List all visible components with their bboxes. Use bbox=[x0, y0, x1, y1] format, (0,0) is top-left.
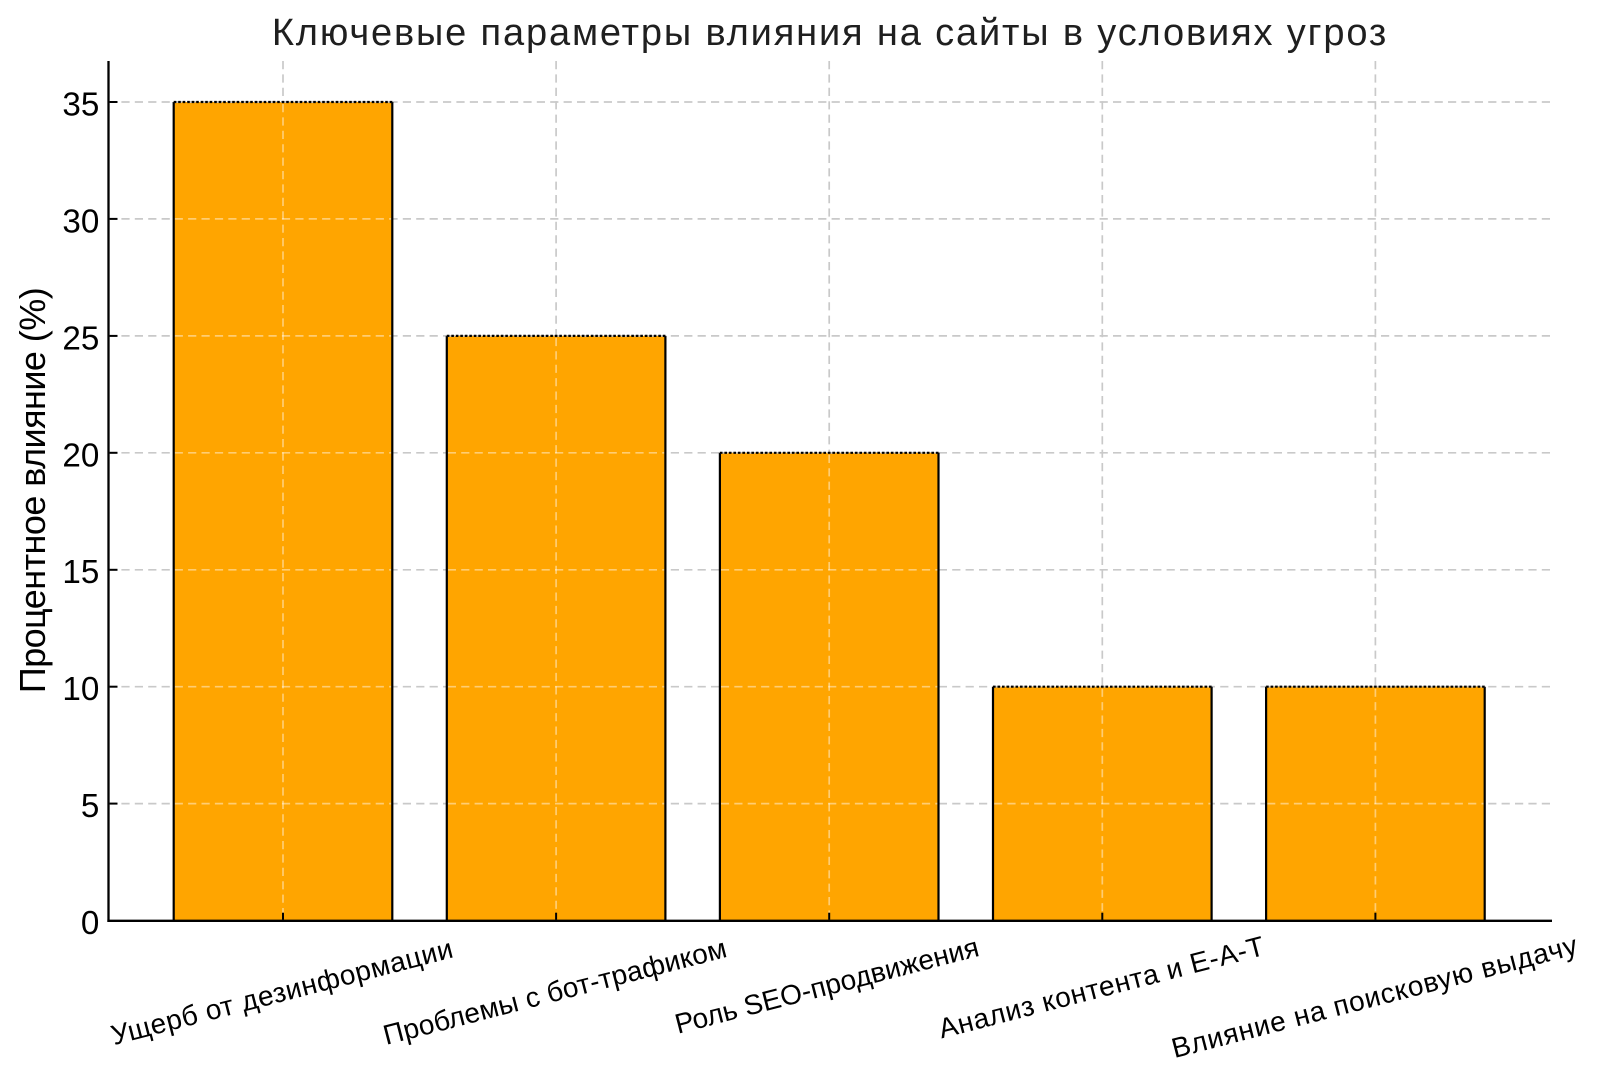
svg-text:5: 5 bbox=[81, 788, 99, 825]
svg-text:0: 0 bbox=[81, 905, 99, 942]
svg-text:25: 25 bbox=[62, 320, 99, 357]
svg-text:20: 20 bbox=[62, 437, 99, 474]
svg-text:Процентное влияние (%): Процентное влияние (%) bbox=[12, 288, 53, 693]
svg-text:15: 15 bbox=[62, 554, 99, 591]
svg-text:30: 30 bbox=[62, 203, 99, 240]
svg-text:10: 10 bbox=[62, 671, 99, 708]
svg-text:35: 35 bbox=[62, 87, 99, 124]
svg-text:Ключевые параметры влияния на: Ключевые параметры влияния на сайты в ус… bbox=[272, 12, 1388, 54]
